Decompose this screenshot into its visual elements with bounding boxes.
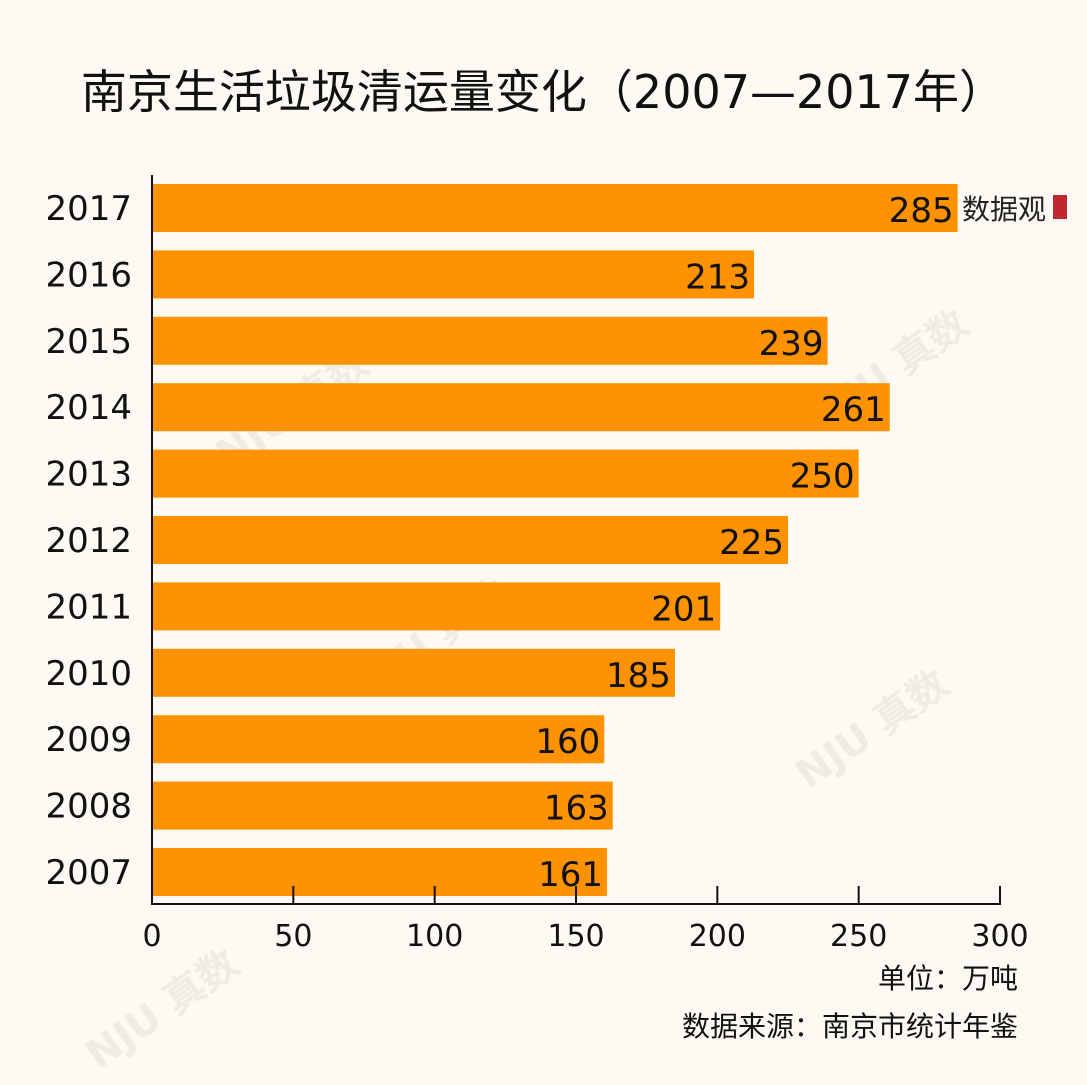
bar-2008 bbox=[152, 781, 613, 830]
y-tick-label: 2014 bbox=[45, 388, 132, 428]
data-label: 225 bbox=[719, 523, 784, 563]
watermark: NJU 真数 bbox=[78, 940, 248, 1078]
y-tick-label: 2009 bbox=[45, 720, 132, 760]
logo-badge bbox=[1053, 195, 1067, 219]
bar-2012 bbox=[152, 516, 788, 564]
y-tick-label: 2012 bbox=[45, 521, 132, 561]
unit-note: 单位：万吨 bbox=[878, 962, 1018, 995]
y-tick-label: 2008 bbox=[45, 787, 132, 827]
x-tick-label: 100 bbox=[406, 919, 463, 954]
bar-2017 bbox=[152, 184, 958, 232]
chart-title: 南京生活垃圾清运量变化（2007—2017年） bbox=[81, 65, 1005, 119]
bar-2016 bbox=[152, 250, 755, 299]
x-tick-label: 300 bbox=[971, 919, 1028, 954]
data-label: 261 bbox=[821, 390, 886, 430]
y-tick-label: 2015 bbox=[45, 322, 132, 362]
y-tick-label: 2017 bbox=[45, 189, 132, 229]
data-label: 161 bbox=[538, 855, 603, 895]
bar-2007 bbox=[152, 848, 608, 896]
x-tick-label: 50 bbox=[274, 919, 312, 954]
data-label: 185 bbox=[606, 656, 671, 696]
bar-2011 bbox=[152, 582, 721, 631]
y-tick-label: 2013 bbox=[45, 455, 132, 495]
watermark: NJU 真数 bbox=[788, 660, 958, 798]
x-tick-label: 150 bbox=[547, 919, 604, 954]
y-tick-label: 2010 bbox=[45, 654, 132, 694]
y-tick-label: 2007 bbox=[45, 853, 132, 893]
bar-2010 bbox=[152, 648, 675, 697]
data-label: 160 bbox=[535, 722, 600, 762]
data-label: 201 bbox=[651, 589, 716, 629]
data-label: 239 bbox=[759, 324, 824, 364]
bar-2014 bbox=[152, 383, 890, 432]
y-tick-label: 2011 bbox=[45, 587, 132, 627]
logo-text: 数据观 bbox=[962, 193, 1046, 226]
data-label: 213 bbox=[685, 257, 750, 297]
x-tick-label: 0 bbox=[142, 919, 161, 954]
y-tick-label: 2016 bbox=[45, 255, 132, 295]
bar-2015 bbox=[152, 316, 828, 365]
data-label: 285 bbox=[889, 191, 954, 231]
data-label: 250 bbox=[790, 457, 855, 497]
x-tick-label: 200 bbox=[689, 919, 746, 954]
bar-2009 bbox=[152, 715, 605, 764]
bar-2013 bbox=[152, 449, 859, 498]
source-note: 数据来源：南京市统计年鉴 bbox=[682, 1010, 1018, 1043]
data-label: 163 bbox=[544, 789, 609, 829]
logo: 数据观 bbox=[962, 193, 1067, 226]
x-tick-label: 250 bbox=[830, 919, 887, 954]
